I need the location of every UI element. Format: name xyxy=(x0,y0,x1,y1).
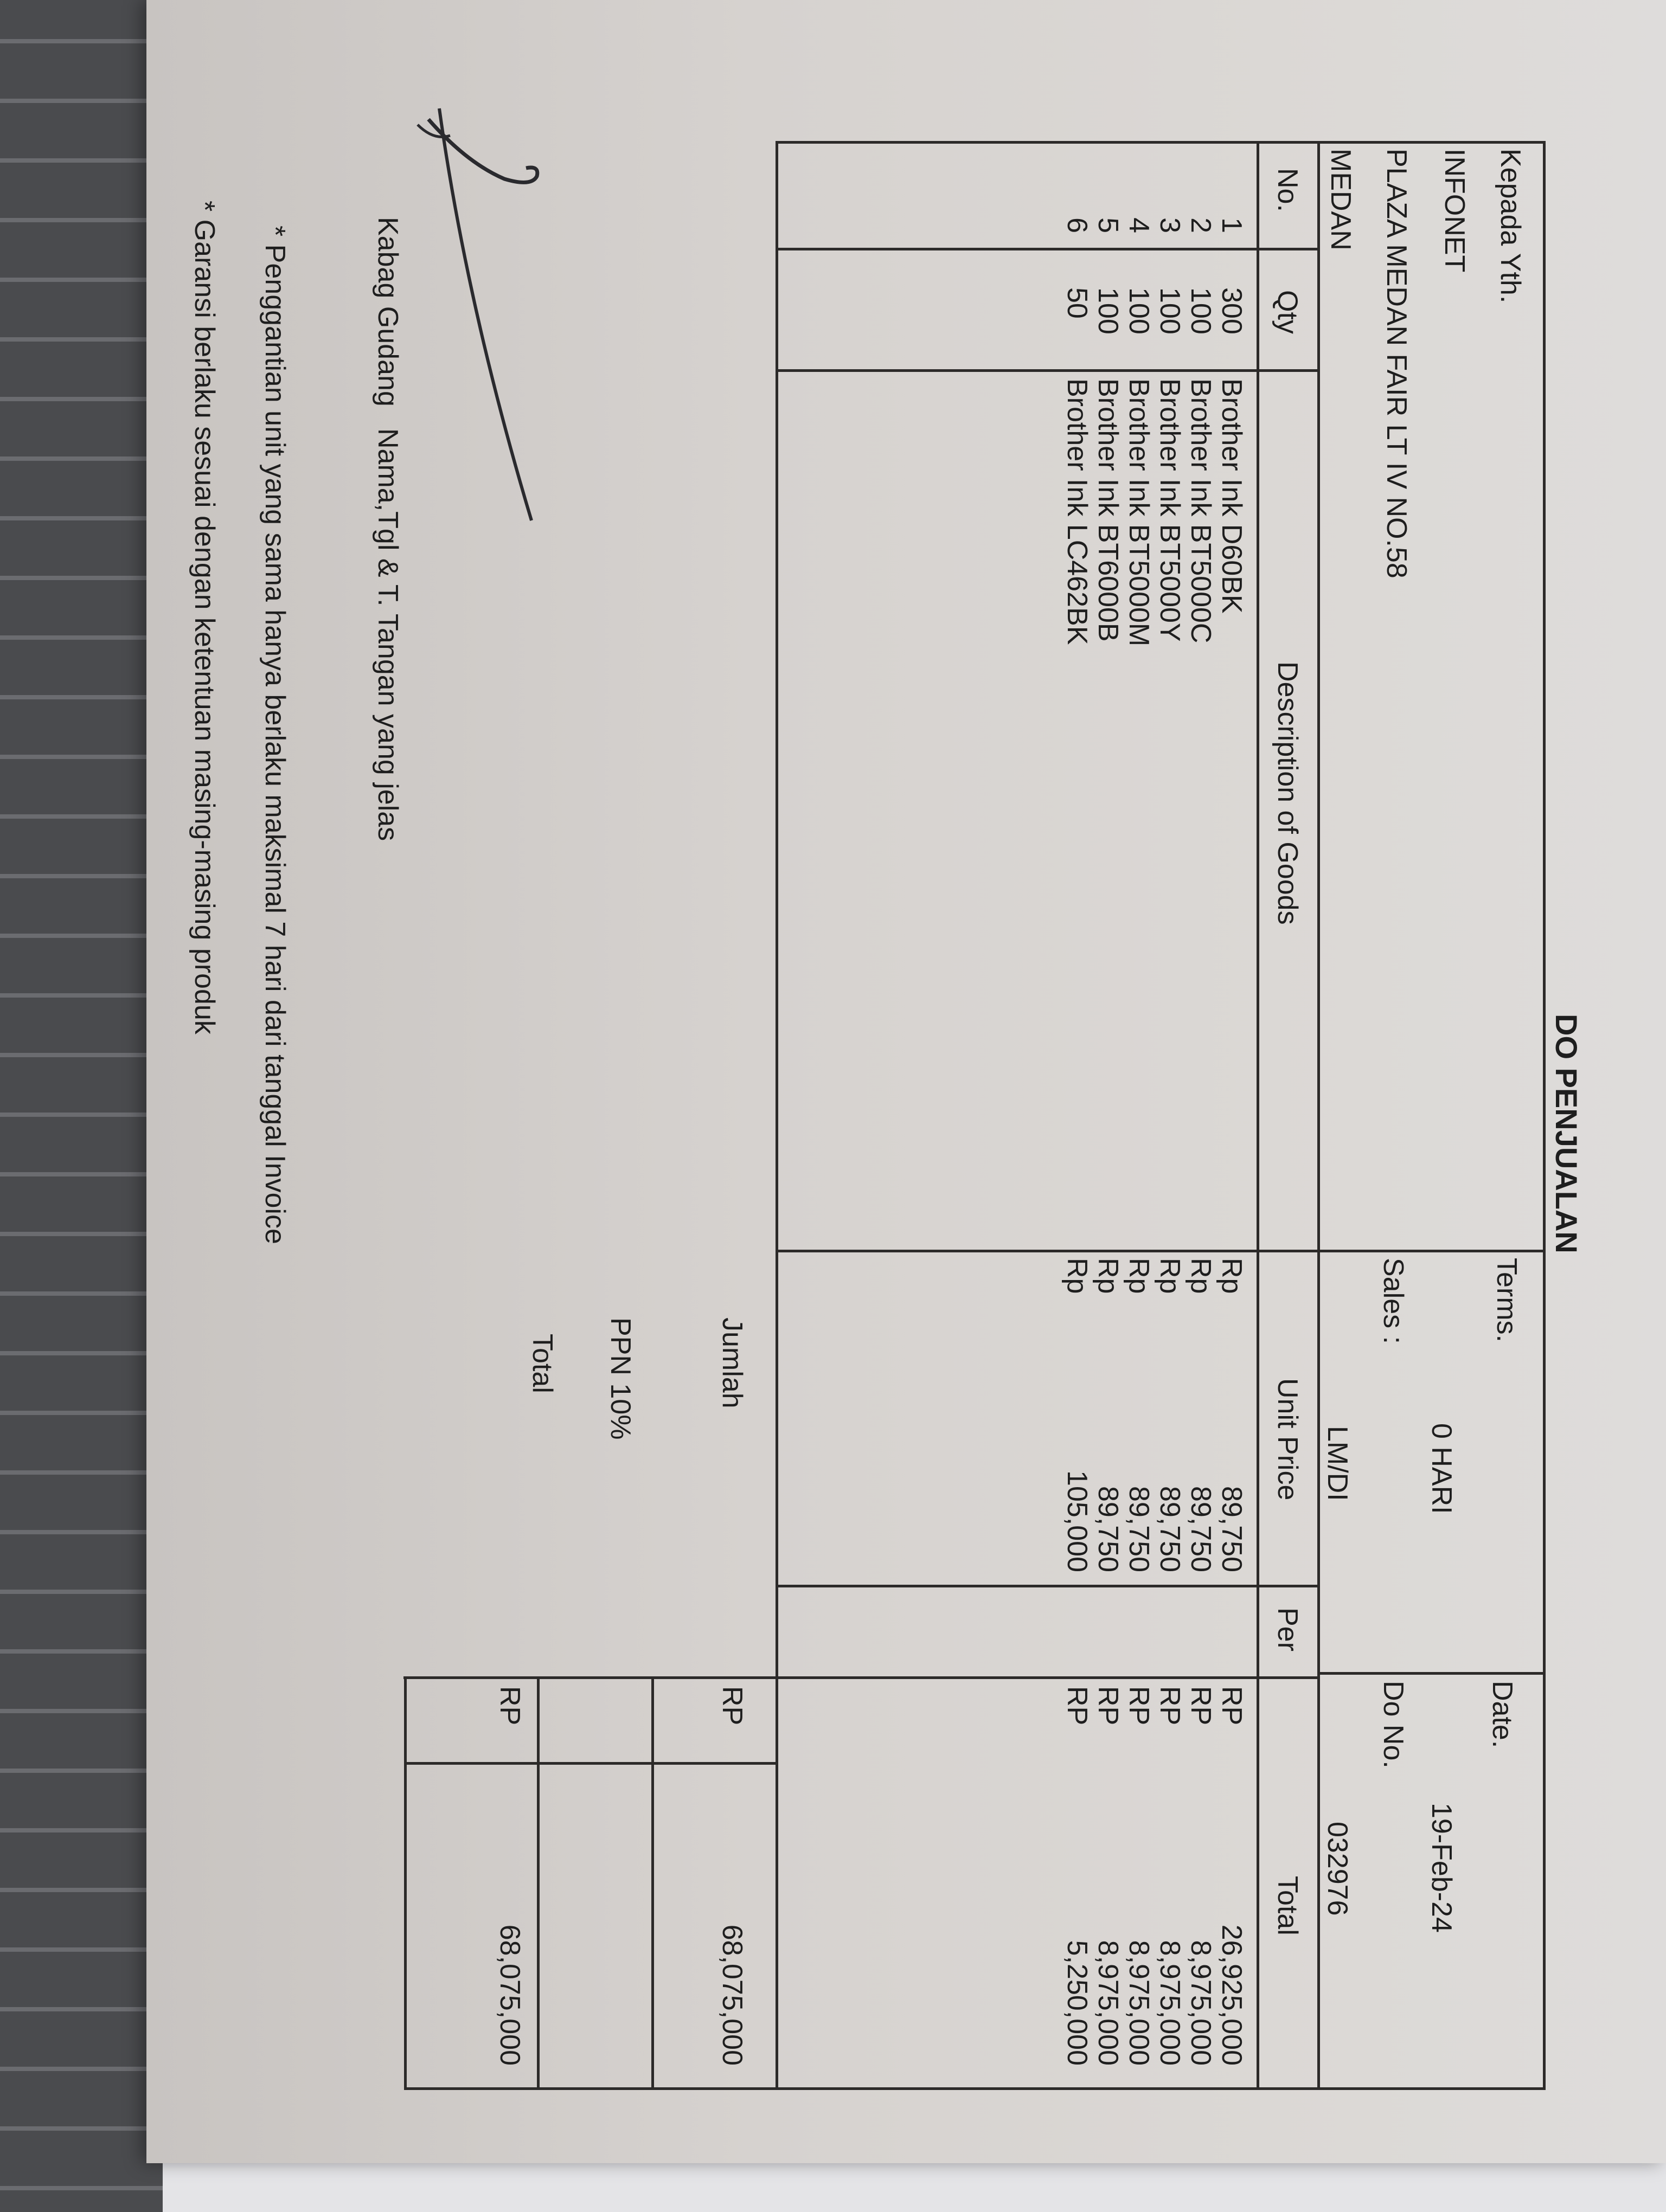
paper-sheet xyxy=(146,0,1666,2163)
row-total: 26,925,000 xyxy=(1216,1924,1247,2066)
row-total-currency: RP xyxy=(1185,1686,1216,1726)
ppn-label: PPN 10% xyxy=(605,1317,636,1440)
terms-value: 0 HARI xyxy=(1426,1423,1457,1514)
border-line xyxy=(1318,1672,1546,1675)
row-unit-price: 89,750 xyxy=(1092,1486,1124,1572)
do-number-value: 032976 xyxy=(1322,1822,1353,1916)
recipient-address: PLAZA MEDAN FAIR LT IV NO.58 xyxy=(1381,149,1412,578)
border-line xyxy=(1257,141,1259,2090)
row-qty: 100 xyxy=(1123,287,1155,335)
border-line xyxy=(403,1676,1320,1679)
row-total-currency: RP xyxy=(1216,1686,1247,1726)
border-line xyxy=(404,1676,407,2090)
column-header-no: No. xyxy=(1272,168,1303,212)
sales-value: LM/DI xyxy=(1322,1426,1353,1501)
row-total: 8,975,000 xyxy=(1123,1940,1155,2066)
column-header-total: Total xyxy=(1272,1876,1303,1935)
row-description: Brother Ink LC462BK xyxy=(1061,378,1093,645)
border-line xyxy=(1317,141,1320,2090)
border-line xyxy=(776,141,1546,144)
row-number: 2 xyxy=(1185,217,1216,233)
row-currency: Rp xyxy=(1092,1258,1124,1294)
border-line xyxy=(404,2087,1546,2090)
date-label: Date. xyxy=(1486,1681,1518,1748)
row-qty: 100 xyxy=(1092,287,1124,335)
row-unit-price: 89,750 xyxy=(1185,1486,1216,1572)
column-header-description: Description of Goods xyxy=(1272,661,1303,925)
terms-label: Terms. xyxy=(1491,1258,1522,1342)
row-unit-price: 105,000 xyxy=(1061,1470,1093,1572)
grand-total-currency: RP xyxy=(494,1686,526,1726)
grand-total-value: 68,075,000 xyxy=(494,1924,526,2066)
border-line xyxy=(776,369,1320,372)
column-header-per: Per xyxy=(1272,1607,1303,1651)
border-line xyxy=(404,1762,778,1765)
row-description: Brother Ink BT5000Y xyxy=(1154,378,1186,642)
border-line xyxy=(776,1250,1546,1252)
row-total: 8,975,000 xyxy=(1185,1940,1216,2066)
do-number-label: Do No. xyxy=(1377,1681,1409,1769)
date-value: 19-Feb-24 xyxy=(1426,1803,1457,1933)
row-total: 5,250,000 xyxy=(1061,1940,1093,2066)
recipient-name: INFONET xyxy=(1439,149,1470,273)
border-line xyxy=(776,248,1320,250)
row-description: Brother Ink BT6000B xyxy=(1092,378,1124,642)
row-unit-price: 89,750 xyxy=(1154,1486,1186,1572)
row-unit-price: 89,750 xyxy=(1216,1486,1247,1572)
row-unit-price: 89,750 xyxy=(1123,1486,1155,1572)
row-qty: 100 xyxy=(1185,287,1216,335)
row-total-currency: RP xyxy=(1061,1686,1093,1726)
row-total-currency: RP xyxy=(1092,1686,1124,1726)
grand-total-label: Total xyxy=(527,1334,558,1393)
note-warranty: * Garansi berlaku sesuai dengan ketentua… xyxy=(189,201,220,1034)
row-currency: Rp xyxy=(1123,1258,1155,1294)
delivery-order-document: DO PENJUALAN Kepada Yth. INFONET PLAZA M… xyxy=(136,125,1600,2131)
row-total: 8,975,000 xyxy=(1154,1940,1186,2066)
signature-role: Kabag Gudang xyxy=(372,217,403,407)
background-mat xyxy=(0,0,163,2212)
recipient-label: Kepada Yth. xyxy=(1495,149,1526,304)
row-description: Brother Ink D60BK xyxy=(1216,378,1247,614)
jumlah-currency: RP xyxy=(716,1686,748,1726)
border-line xyxy=(651,1676,654,2090)
border-line xyxy=(1543,141,1546,2090)
border-line xyxy=(776,141,778,2090)
signature-instruction: Nama,Tgl & T. Tangan yang jelas xyxy=(372,428,403,841)
row-qty: 100 xyxy=(1154,287,1186,335)
row-number: 3 xyxy=(1154,217,1186,233)
note-replacement: * Penggantian unit yang sama hanya berla… xyxy=(259,226,291,1244)
row-qty: 300 xyxy=(1216,287,1247,335)
row-number: 1 xyxy=(1216,217,1247,233)
border-line xyxy=(776,1585,1320,1587)
row-number: 4 xyxy=(1123,217,1155,233)
row-total: 8,975,000 xyxy=(1092,1940,1124,2066)
row-total-currency: RP xyxy=(1154,1686,1186,1726)
row-currency: Rp xyxy=(1185,1258,1216,1294)
row-description: Brother Ink BT5000C xyxy=(1185,378,1216,644)
row-total-currency: RP xyxy=(1123,1686,1155,1726)
row-currency: Rp xyxy=(1154,1258,1186,1294)
jumlah-label: Jumlah xyxy=(716,1317,748,1409)
row-currency: Rp xyxy=(1061,1258,1093,1294)
row-currency: Rp xyxy=(1216,1258,1247,1294)
border-line xyxy=(537,1676,540,2090)
column-header-qty: Qty xyxy=(1272,290,1303,334)
column-header-unit-price: Unit Price xyxy=(1272,1378,1303,1501)
row-number: 5 xyxy=(1092,217,1124,233)
row-qty: 50 xyxy=(1061,287,1093,319)
recipient-city: MEDAN xyxy=(1325,149,1356,250)
row-description: Brother Ink BT5000M xyxy=(1123,378,1155,647)
sales-label: Sales : xyxy=(1377,1258,1409,1344)
jumlah-value: 68,075,000 xyxy=(716,1924,748,2066)
document-title: DO PENJUALAN xyxy=(1549,1014,1584,1253)
row-number: 6 xyxy=(1061,217,1093,233)
